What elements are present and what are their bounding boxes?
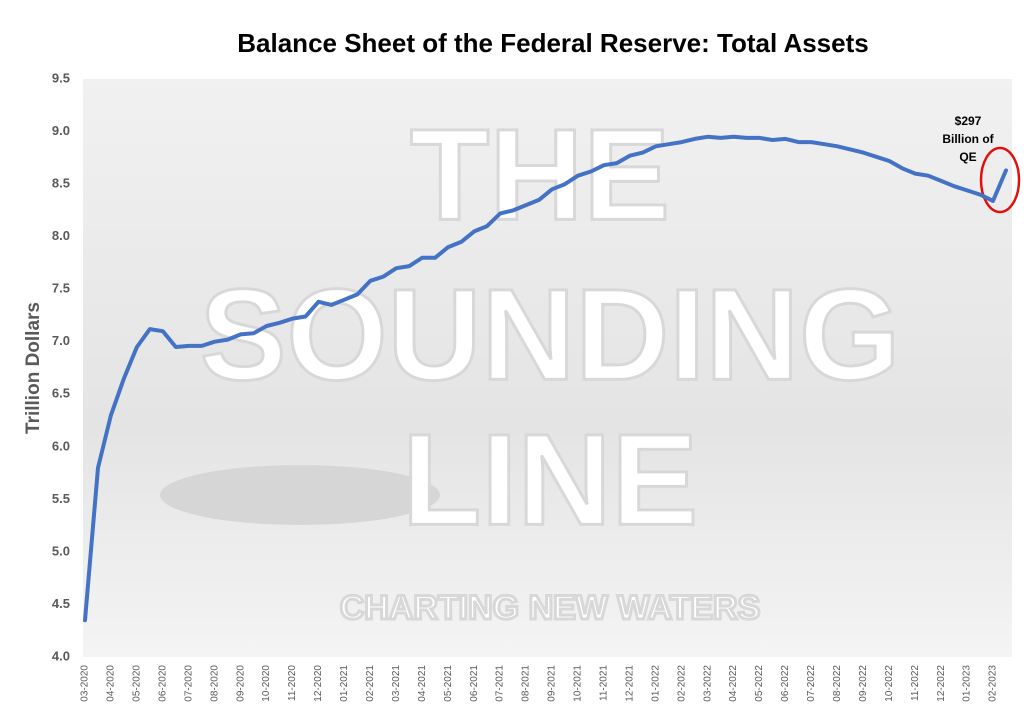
watermark-text: SOUNDING [200,261,901,407]
x-tick-label: 07-2021 [495,665,506,702]
watermark-text: CHARTING NEW WATERS [340,589,761,627]
x-tick-label: 07-2022 [806,665,817,702]
x-tick-label: 02-2021 [365,665,376,702]
data-line [83,134,1008,623]
x-tick-label: 09-2021 [547,665,558,702]
y-tick-label: 8.0 [52,228,70,243]
x-tick-label: 10-2022 [884,665,895,702]
x-tick-label: 03-2022 [702,665,713,702]
x-tick-label: 10-2020 [261,665,272,702]
y-tick-label: 5.5 [52,491,70,506]
annotation: QE [959,150,976,164]
x-tick-label: 01-2021 [339,665,350,702]
x-tick-label: 10-2021 [573,665,584,702]
x-tick-label: 08-2020 [209,665,220,702]
x-tick-label: 05-2022 [754,665,765,702]
x-tick-label: 04-2020 [106,665,117,702]
highlight-circle [979,146,1021,214]
watermark-text: LINE [402,406,698,552]
x-tick-label: 11-2021 [599,665,610,701]
x-tick-label: 04-2022 [728,665,739,702]
y-tick-label: 4.0 [52,648,70,663]
x-tick-label: 06-2021 [469,665,480,702]
x-tick-label: 07-2020 [183,665,194,702]
x-tick-label: 08-2021 [521,665,532,702]
y-tick-label: 9.0 [52,123,70,138]
chart-title: Balance Sheet of the Federal Reserve: To… [237,28,868,58]
x-tick-label: 02-2022 [676,665,687,702]
y-tick-label: 7.0 [52,333,70,348]
x-tick-label: 12-2021 [624,665,635,702]
y-tick-label: 5.0 [52,543,70,558]
y-tick-label: 8.5 [52,176,70,191]
x-tick-label: 06-2022 [780,665,791,702]
x-tick-label: 09-2022 [858,665,869,702]
x-tick-label: 09-2020 [235,665,246,702]
x-tick-label: 01-2022 [650,665,661,702]
y-tick-label: 9.5 [52,70,70,85]
annotation: Billion of [942,132,994,146]
x-tick-label: 02-2023 [988,665,999,702]
y-tick-label: 6.0 [52,438,70,453]
x-tick-label: 12-2020 [313,665,324,702]
x-tick-label: 01-2023 [962,665,973,702]
annotation: $297 [955,114,982,128]
x-tick-label: 05-2020 [132,665,143,702]
watermark-shape [160,465,440,525]
x-tick-label: 04-2021 [417,665,428,702]
x-tick-label: 11-2022 [910,665,921,701]
y-tick-label: 6.5 [52,386,70,401]
x-tick-label: 03-2020 [80,665,91,702]
x-tick-label: 03-2021 [391,665,402,702]
x-tick-label: 11-2020 [287,665,298,701]
x-tick-label: 08-2022 [832,665,843,702]
y-tick-label: 7.5 [52,281,70,296]
y-axis-label: Trillion Dollars [23,302,44,434]
plot-background [83,79,1012,657]
x-tick-label: 06-2020 [157,665,168,702]
y-tick-label: 4.5 [52,596,70,611]
watermark-text: THE [410,101,670,247]
x-tick-label: 05-2021 [443,665,454,702]
x-tick-label: 12-2022 [936,665,947,702]
